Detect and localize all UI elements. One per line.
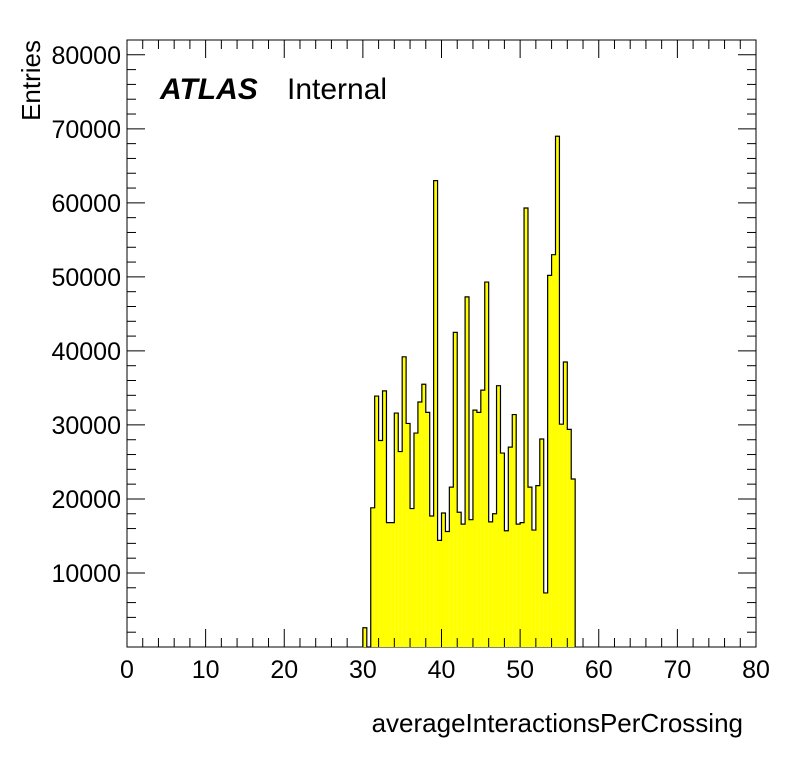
histogram-bin — [563, 362, 568, 647]
y-axis-title: Entries — [16, 40, 46, 121]
histogram-bin — [469, 519, 473, 647]
histogram-bin — [378, 440, 383, 647]
histogram-bin — [417, 401, 422, 647]
internal-label: Internal — [287, 73, 387, 106]
histogram-bin — [441, 513, 446, 647]
histogram-bin — [555, 136, 560, 648]
histogram-bin — [488, 521, 493, 647]
histogram-bin — [520, 522, 525, 647]
x-tick-label: 0 — [120, 656, 134, 684]
histogram-bin — [567, 429, 572, 647]
x-tick-label: 30 — [349, 656, 377, 684]
histogram-bin — [496, 385, 501, 647]
histogram-bin — [425, 412, 430, 647]
histogram-bin — [382, 390, 387, 647]
histogram-bars — [362, 135, 576, 648]
histogram-bin — [370, 507, 375, 647]
histogram-outline — [362, 135, 576, 648]
x-tick-label: 80 — [742, 656, 770, 684]
x-axis-ticks — [126, 40, 757, 647]
y-tick-label: 70000 — [51, 116, 121, 144]
histogram-bin — [449, 487, 454, 647]
histogram-bin — [571, 478, 576, 647]
y-tick-label: 40000 — [51, 338, 121, 366]
histogram-bin — [413, 433, 418, 647]
y-tick-label: 50000 — [51, 264, 121, 292]
histogram-bin — [402, 356, 407, 647]
histogram-bin — [472, 410, 477, 647]
histogram-bin — [543, 592, 548, 647]
histogram-bin — [524, 208, 528, 647]
x-tick-label: 60 — [585, 656, 613, 684]
histogram-bin — [516, 524, 521, 647]
histogram-bin — [390, 522, 395, 647]
y-axis-tick-labels: 10000 20000 30000 40000 50000 60000 70000 80000 — [51, 42, 121, 588]
x-tick-label: 70 — [663, 656, 691, 684]
x-axis-title: averageInteractionsPerCrossing — [372, 708, 743, 738]
histogram-bin — [535, 485, 540, 647]
histogram-bin — [551, 254, 556, 648]
histogram-bin — [465, 296, 470, 647]
histogram-bin — [559, 424, 564, 647]
y-tick-label: 20000 — [51, 486, 121, 514]
histogram-bin — [429, 515, 434, 647]
histogram-bin — [394, 413, 399, 647]
histogram-bin — [508, 447, 513, 647]
x-tick-label: 50 — [506, 656, 534, 684]
atlas-label: ATLAS — [159, 73, 258, 106]
histogram-bin — [484, 282, 489, 647]
histogram-bin — [512, 414, 517, 647]
histogram-bin — [406, 423, 411, 647]
y-tick-label: 10000 — [51, 560, 121, 588]
x-tick-label: 40 — [428, 656, 456, 684]
histogram-bin — [398, 451, 403, 647]
x-tick-label: 20 — [270, 656, 298, 684]
histogram-bin — [480, 390, 485, 647]
histogram-bin — [492, 513, 497, 647]
histogram-bin — [445, 531, 450, 647]
histogram-bin — [453, 332, 458, 647]
histogram-bin — [461, 524, 466, 647]
y-axis-ticks — [127, 39, 756, 648]
histogram-bin — [547, 275, 552, 647]
histogram-bin — [500, 453, 505, 647]
histogram-bin — [539, 438, 544, 647]
x-tick-label: 10 — [192, 656, 220, 684]
histogram-bin — [433, 180, 438, 647]
histogram-bin — [386, 522, 391, 647]
y-tick-label: 60000 — [51, 190, 121, 218]
histogram-bin — [374, 396, 379, 647]
histogram-bin — [531, 530, 536, 647]
y-tick-label: 30000 — [51, 412, 121, 440]
histogram-bin — [504, 530, 509, 647]
x-axis-tick-labels: 0 10 20 30 40 50 60 70 80 — [120, 656, 770, 684]
histogram-bin — [410, 508, 414, 647]
histogram-bin — [476, 412, 481, 647]
y-tick-label: 80000 — [51, 42, 121, 70]
histogram-bin — [527, 487, 532, 647]
histogram-bin — [437, 540, 442, 647]
histogram-bin — [362, 627, 367, 647]
histogram-bin — [457, 512, 462, 647]
histogram-bin — [421, 384, 426, 647]
